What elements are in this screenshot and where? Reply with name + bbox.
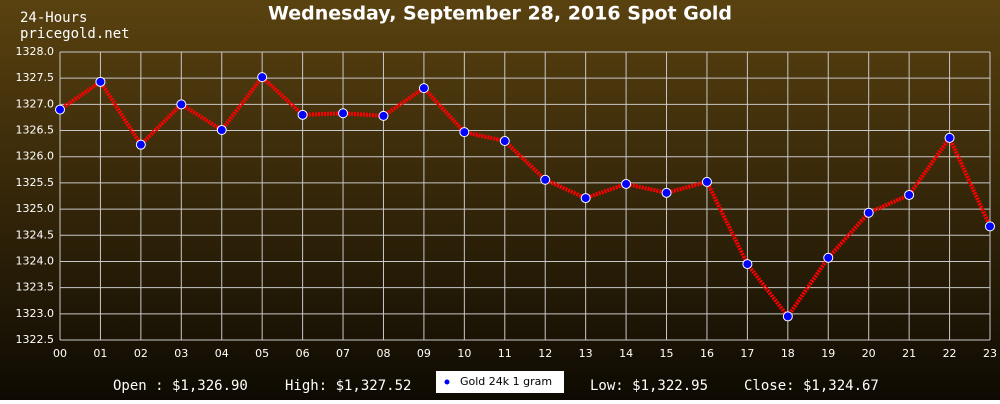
marker [499,136,510,147]
marker [297,109,308,120]
legend-label: Gold 24k 1 gram [460,375,552,388]
x-tick-label: 06 [296,347,310,360]
line [58,74,992,320]
x-tick-label: 12 [538,347,552,360]
summary-text: Open : $1,326.90 [113,378,248,394]
marker [823,252,834,263]
marker [459,127,470,138]
summary-text: High: $1,327.52 [285,378,411,394]
marker [378,110,389,121]
x-tick-label: 10 [457,347,471,360]
y-tick-label: 1324.5 [16,228,55,241]
marker [216,125,227,136]
chart-title: Wednesday, September 28, 2016 Spot Gold [268,3,732,25]
x-tick-label: 01 [93,347,107,360]
header-text: 24-Hours [20,10,87,26]
x-tick-label: 18 [781,347,795,360]
marker [55,104,65,115]
summary-text: Low: $1,322.95 [590,378,708,394]
x-tick-label: 07 [336,347,350,360]
x-tick-label: 20 [862,347,876,360]
x-tick-label: 09 [417,347,431,360]
y-tick-label: 1326.0 [16,150,55,163]
y-tick-label: 1324.0 [16,254,55,267]
x-tick-label: 15 [660,347,674,360]
summary-text: Close: $1,324.67 [744,378,879,394]
x-tick-label: 13 [579,347,593,360]
x-tick-label: 00 [53,347,67,360]
marker [176,99,187,110]
y-tick-label: 1326.5 [16,124,55,137]
header-text: pricegold.net [20,26,130,42]
x-tick-label: 04 [215,347,229,360]
legend-marker [444,379,450,385]
x-tick-label: 21 [902,347,916,360]
marker [742,259,753,270]
x-tick-label: 05 [255,347,269,360]
x-tick-label: 22 [943,347,957,360]
marker [418,83,429,94]
x-tick-label: 17 [740,347,754,360]
y-tick-label: 1325.0 [16,202,55,215]
marker [985,221,995,232]
x-tick-label: 19 [821,347,835,360]
marker [782,311,793,322]
x-tick-label: 23 [983,347,997,360]
marker [540,174,551,185]
y-tick-label: 1327.0 [16,97,55,110]
marker [904,189,915,200]
y-tick-label: 1323.0 [16,307,55,320]
marker [661,187,672,198]
marker [135,139,146,150]
legend-box [436,371,564,393]
marker [95,76,106,87]
marker [944,132,955,143]
x-tick-label: 16 [700,347,714,360]
x-tick-label: 14 [619,347,633,360]
x-tick-label: 08 [376,347,390,360]
y-tick-label: 1328.0 [16,45,55,58]
marker [621,178,632,189]
marker [580,193,591,204]
y-tick-label: 1325.5 [16,176,55,189]
y-tick-label: 1322.5 [16,333,55,346]
marker [701,176,712,187]
x-tick-label: 03 [174,347,188,360]
y-tick-label: 1323.5 [16,281,55,294]
marker [257,72,268,83]
marker [338,108,349,119]
x-tick-label: 11 [498,347,512,360]
y-tick-label: 1327.5 [16,71,55,84]
marker [863,207,874,218]
x-tick-label: 02 [134,347,148,360]
